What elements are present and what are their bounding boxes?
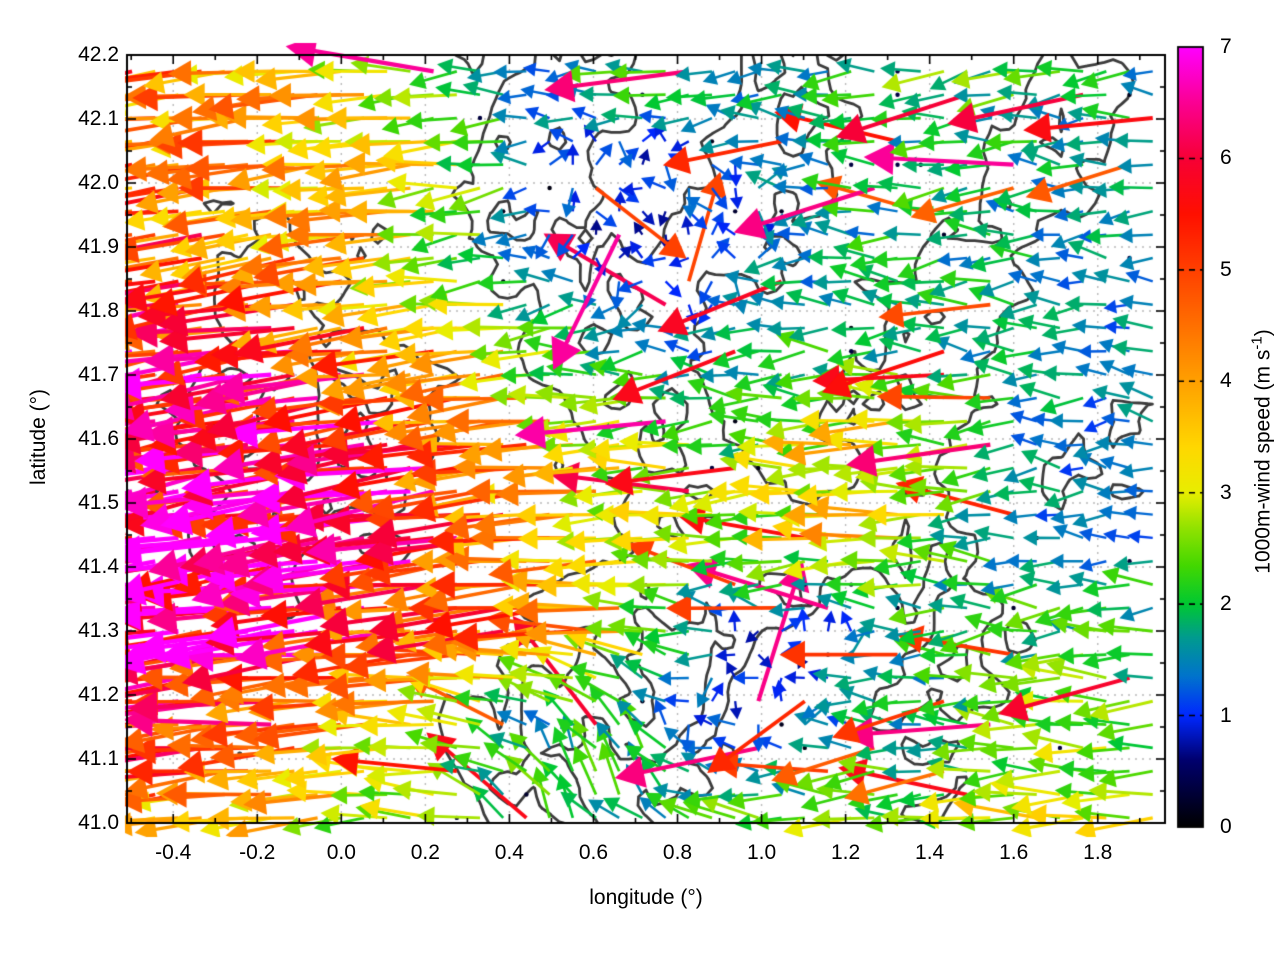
x-tick-label: 1.8 bbox=[1083, 841, 1113, 864]
y-tick-label: 42.1 bbox=[78, 107, 119, 130]
x-tick-label: -0.2 bbox=[239, 841, 276, 864]
y-tick-label: 41.2 bbox=[78, 683, 119, 706]
x-tick-label: 0.0 bbox=[326, 841, 356, 864]
colorbar-label-close: ) bbox=[1251, 329, 1275, 337]
colorbar-tick-label: 3 bbox=[1220, 480, 1232, 504]
y-tick-label: 41.3 bbox=[78, 619, 119, 642]
x-tick-label: 0.2 bbox=[410, 841, 440, 864]
y-axis-label: latitude (°) bbox=[27, 389, 50, 485]
colorbar-tick-label: 2 bbox=[1220, 592, 1232, 616]
y-tick-label: 41.9 bbox=[78, 235, 119, 258]
colorbar-tick-label: 1 bbox=[1220, 703, 1232, 727]
y-tick-label: 41.6 bbox=[78, 427, 119, 450]
x-tick-label: 1.4 bbox=[915, 841, 945, 864]
colorbar-tick-label: 6 bbox=[1220, 146, 1232, 170]
y-tick-label: 41.0 bbox=[78, 811, 119, 834]
colorbar-label-superscript: -1 bbox=[1248, 336, 1266, 350]
x-tick-label: 0.8 bbox=[662, 841, 693, 864]
y-tick-label: 41.4 bbox=[78, 555, 119, 578]
x-tick-label: 1.6 bbox=[999, 841, 1029, 864]
x-axis-label: longitude (°) bbox=[589, 886, 703, 909]
y-tick-label: 42.0 bbox=[78, 171, 119, 194]
y-tick-label: 41.7 bbox=[78, 363, 119, 386]
x-tick-label: 0.6 bbox=[578, 841, 609, 864]
x-tick-label: 0.4 bbox=[494, 841, 524, 864]
colorbar-tick-label: 4 bbox=[1220, 369, 1232, 393]
y-tick-label: 41.5 bbox=[78, 491, 119, 514]
colorbar-tick-label: 0 bbox=[1220, 815, 1232, 838]
y-tick-label: 42.2 bbox=[78, 43, 119, 66]
y-tick-label: 41.8 bbox=[78, 299, 119, 322]
y-tick-label: 41.1 bbox=[78, 747, 119, 770]
x-tick-label: 1.0 bbox=[746, 841, 777, 864]
colorbar-tick-label: 5 bbox=[1220, 257, 1232, 281]
colorbar-tick-label: 7 bbox=[1220, 35, 1232, 58]
x-tick-label: 1.2 bbox=[831, 841, 861, 864]
x-tick-label: -0.4 bbox=[155, 841, 192, 864]
